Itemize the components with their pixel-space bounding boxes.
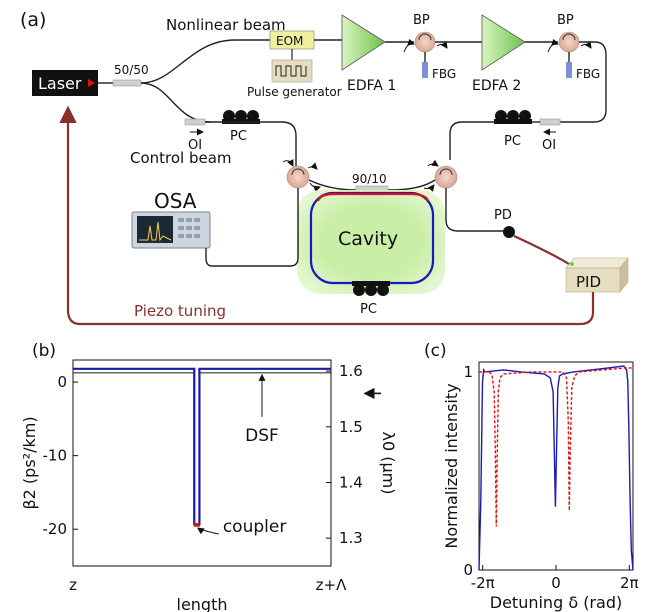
edfa1-label: EDFA 1 [347, 78, 396, 94]
fiber-nonlinear-branch [140, 39, 270, 84]
edfa2-label: EDFA 2 [472, 78, 521, 94]
chart-b-coupler-marker [193, 523, 200, 527]
bp1-circulation-arrow [418, 33, 432, 41]
chart-b-y2tick-label: 1.4 [339, 473, 363, 491]
edfa1-amplifier-icon [341, 14, 386, 71]
pd-to-pid-cable [513, 235, 573, 267]
chart-b-y2tick-label: 1.6 [339, 362, 363, 380]
circ-right-in-arrow [427, 159, 439, 167]
chart-c-ytick-label: 1 [463, 363, 473, 381]
bp2-out-arrow [580, 41, 592, 49]
chart-c-xtick-label: 2π [620, 574, 639, 592]
laser-label: Laser [38, 74, 82, 93]
chart-b-ytick-label: -20 [43, 520, 68, 538]
bp1-label: BP [413, 13, 430, 28]
splitter-5050 [112, 79, 142, 87]
chart-b-frame [72, 359, 332, 567]
chart-b-coupler-arrow [197, 527, 219, 535]
isolator-left [184, 118, 206, 126]
chart-c-ytick-label: 0 [463, 561, 473, 579]
chart-c-xtick-label: 0 [551, 574, 561, 592]
bp2-circulator-icon [558, 31, 580, 53]
chart-b-coupler-label: coupler [223, 517, 286, 537]
chart-c-ylabel: Normalized intensity [442, 383, 461, 548]
chart-b-ytick-label: 0 [57, 373, 67, 391]
osa-instrument [131, 211, 211, 249]
chart-c-xlabel: Detuning δ (rad) [490, 593, 622, 612]
chart-b: 0 -10 -20 1.6 1.5 1.4 1.3 z z+Λ length β2 (ps²/km)… [20, 359, 398, 612]
fiber-pc-left-circulator [205, 121, 297, 166]
bp1-circulator-icon [414, 31, 436, 53]
panel-b-label: (b) [32, 341, 56, 361]
bp2-label: BP [557, 13, 574, 28]
fiber-circulator-osa [205, 188, 299, 267]
isolator-right-label: OI [542, 138, 556, 153]
isolator-right [539, 118, 561, 126]
pulse-train-icon [275, 65, 307, 77]
osa-label: OSA [154, 189, 197, 213]
pulse-generator-label: Pulse generator [247, 85, 342, 99]
circ-left-in-arrow [282, 159, 294, 167]
fbg1-label: FBG [432, 67, 456, 81]
cavity-coupler-section [316, 192, 430, 202]
fiber-circulator-pd [445, 188, 504, 232]
chart-b-y2label: λ0 (μm) [379, 432, 398, 495]
circulator-right-arrow [439, 168, 453, 176]
splitter-label: 50/50 [114, 63, 149, 77]
chart-b-ylabel: β2 (ps²/km) [20, 416, 39, 509]
circ-left-back-arrow [309, 182, 321, 193]
coupler-label: 90/10 [352, 172, 387, 186]
chart-b-y2tick-label: 1.5 [339, 418, 363, 436]
pc-left-label: PC [230, 129, 247, 144]
cavity-glow [297, 190, 445, 294]
panel-c-label: (c) [424, 341, 447, 361]
bp2-in-arrow [547, 38, 559, 53]
bp1-out-arrow [436, 41, 448, 49]
fbg2-label: FBG [576, 67, 600, 81]
chart-c-xtick-label: -2π [471, 574, 495, 592]
edfa2-amplifier-icon [481, 14, 526, 71]
chart-b-dsf-label: DSF [245, 426, 279, 446]
chart-b-xtick-label: z [69, 576, 77, 594]
polarization-controller-bottom[interactable] [352, 281, 390, 296]
cavity-label: Cavity [338, 228, 398, 250]
chart-b-ytick-label: -10 [43, 447, 68, 465]
fbg2-grating [566, 62, 572, 78]
polarization-controller-right[interactable] [494, 110, 532, 124]
isolator-left-label: OI [188, 138, 202, 153]
fiber-control-branch [140, 82, 211, 123]
bp1-in-arrow [403, 38, 415, 53]
control-beam-label: Control beam [130, 149, 232, 167]
laser-source: Laser [32, 70, 98, 96]
pid-label: PID [576, 273, 601, 291]
bp2-circulation-arrow [562, 33, 576, 41]
circ-left-out-arrow [307, 162, 318, 170]
piezo-feedback-line [59, 105, 595, 326]
pc-bottom-label: PC [360, 302, 377, 317]
fiber-pc-right-circulator [449, 121, 494, 160]
fiber-return-right [560, 41, 607, 123]
chart-c-series-dashed [479, 367, 633, 527]
laser-output-marker [88, 79, 95, 87]
chart-b-y2tick-label: 1.3 [339, 529, 363, 547]
eom-label: EOM [276, 34, 303, 48]
circulator-left-arrow [291, 168, 305, 176]
chart-b-xlabel: length [177, 595, 228, 612]
nonlinear-beam-label: Nonlinear beam [166, 16, 286, 34]
fbg1-grating [422, 62, 428, 78]
panel-a-label: (a) [20, 9, 46, 31]
pd-label: PD [494, 208, 512, 223]
chart-b-lambda0-line [73, 372, 331, 527]
chart-b-xtick-label: z+Λ [316, 576, 347, 594]
photodetector-icon [503, 226, 515, 238]
chart-b-beta2-line [73, 367, 331, 526]
pc-right-label: PC [504, 134, 521, 149]
circ-right-back-arrow [423, 184, 435, 192]
chart-c-series-solid [478, 365, 634, 571]
piezo-tuning-label: Piezo tuning [134, 302, 226, 320]
